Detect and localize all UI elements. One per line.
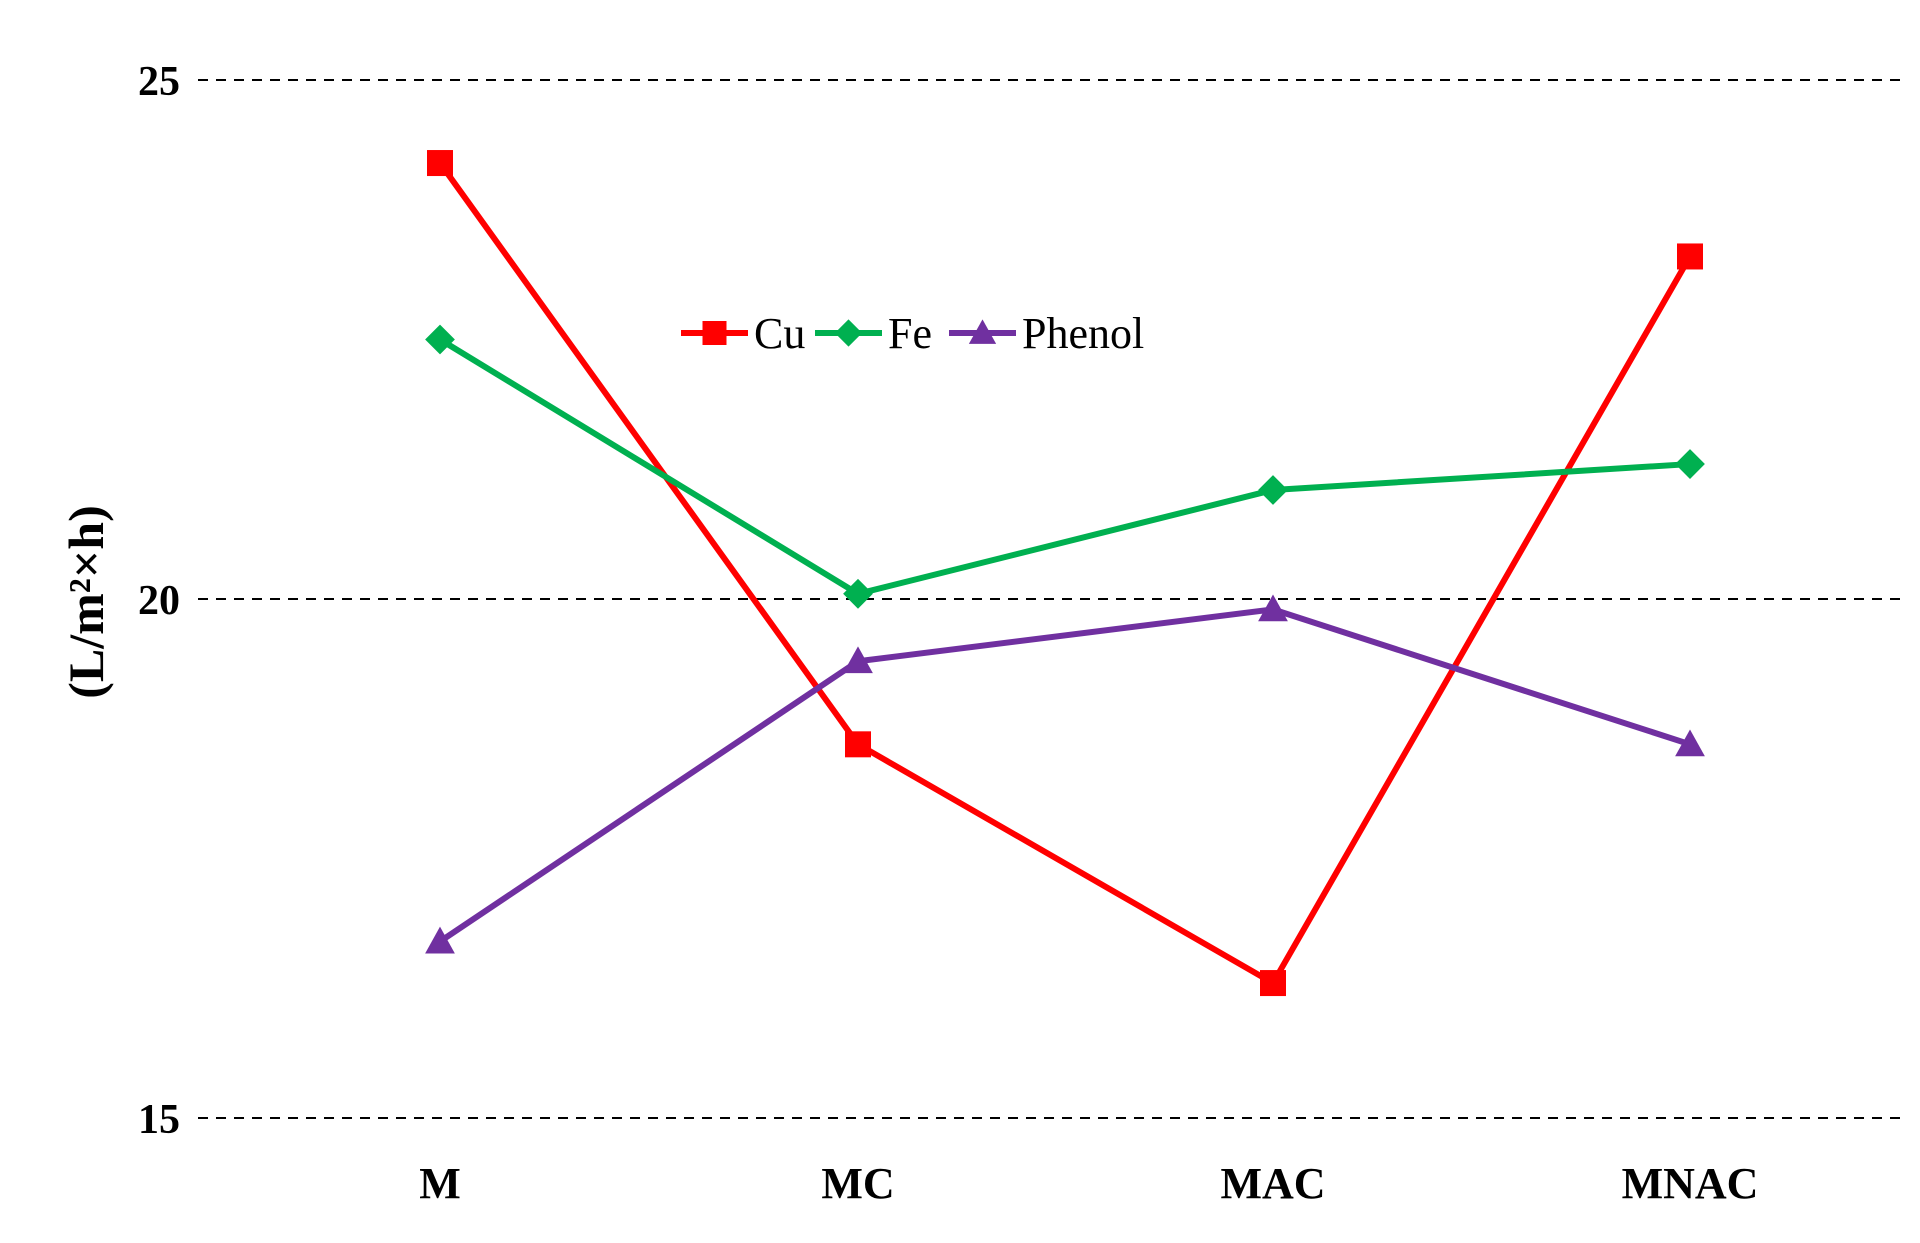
data-point-phenol [1675,729,1705,757]
legend-item-cu: Cu [681,309,805,358]
data-point-cu [1260,970,1286,997]
data-point-fe [425,324,455,355]
y-tick-label: 15 [138,1097,180,1143]
legend-label: Cu [754,309,805,358]
series-group [425,150,1705,997]
series-line-fe [438,336,1691,597]
data-point-cu [427,150,453,177]
data-point-phenol [425,926,455,954]
grid-lines [198,79,1908,1119]
legend-item-phenol: Phenol [949,309,1144,358]
data-point-cu [845,731,871,758]
series-cu [427,150,1703,997]
series-phenol [425,594,1705,954]
x-tick-label: MNAC [1622,1159,1759,1208]
y-tick-label: 20 [138,578,180,624]
legend-label: Fe [888,309,932,358]
x-tick-label: MAC [1220,1159,1325,1208]
data-point-phenol [1258,594,1288,622]
legend: Cu Fe Phenol [681,309,1144,358]
series-line-cu [437,161,1693,987]
legend-label: Phenol [1022,309,1144,358]
data-point-phenol [843,646,873,674]
series-line-phenol [438,606,1691,945]
x-tick-label: M [419,1159,461,1208]
y-tick-label: 25 [138,59,180,105]
x-tick-label: MC [821,1159,894,1208]
legend-item-fe: Fe [815,309,932,358]
y-tick-labels: 15 20 25 [138,59,180,1143]
legend-marker [702,321,727,345]
data-point-fe [843,578,873,609]
data-point-fe [1258,475,1288,505]
series-fe [425,324,1705,609]
legend-marker [834,319,863,347]
data-point-fe [1675,449,1705,479]
x-tick-labels: M MC MAC MNAC [419,1159,1758,1208]
data-point-cu [1677,243,1703,270]
y-axis-label: (L/m²×h) [58,505,114,698]
legend-marker [968,319,997,344]
